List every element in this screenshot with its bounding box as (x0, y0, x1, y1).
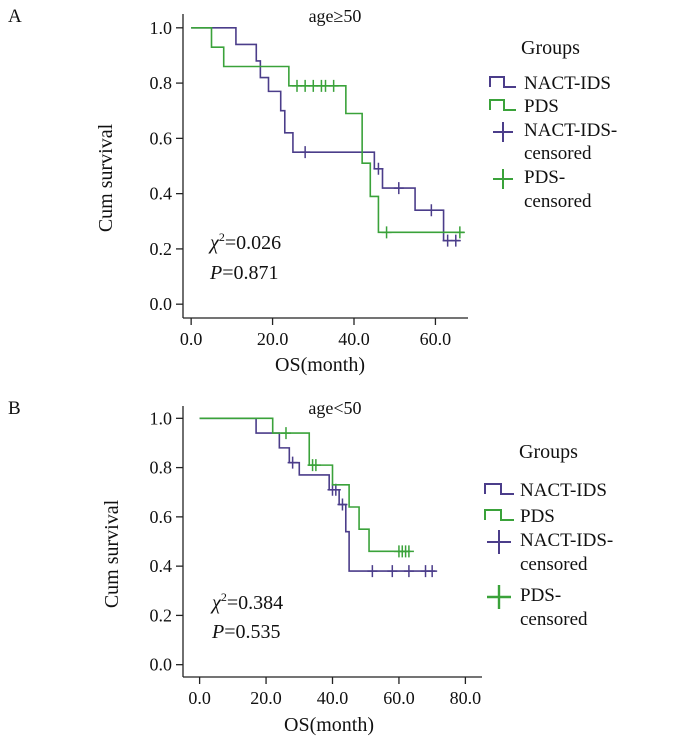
legend-b-nact-censored-swatch (487, 530, 511, 554)
panel-b-x-tick-label: 20.0 (250, 688, 282, 708)
panel-a-x-axis-label: OS(month) (275, 354, 365, 376)
panel-b-x-tick-label: 60.0 (383, 688, 415, 708)
panel-a-pds-censor-mark (381, 226, 392, 239)
panel-a-pds-curve (191, 27, 464, 234)
legend-b-pds-swatch (484, 509, 514, 521)
panel-b-y-tick-label: 0.2 (150, 605, 173, 625)
legend-b-pds-censored-label-2: censored (520, 609, 588, 630)
panel-b-y-tick-label: 0.6 (150, 507, 173, 527)
panel-a-legend-title: Groups (521, 37, 580, 59)
panel-b-x-tick-label: 40.0 (317, 688, 349, 708)
panel-b-x-axis-label: OS(month) (284, 714, 374, 736)
panel-b-ticks: 0.0 0.2 0.4 0.6 0.8 1.0 0.0 20.0 40.0 60.0 80.0 (150, 408, 482, 708)
panel-a-nact-ids-censor-mark (393, 182, 404, 195)
panel-b-legend-title: Groups (519, 441, 578, 463)
panel-a-x-tick-label: 20.0 (257, 329, 289, 349)
legend-a-nact-censored-swatch (493, 122, 513, 142)
panel-a-p-value: P=0.871 (209, 262, 279, 284)
panel-a-ticks: 0.0 0.2 0.4 0.6 0.8 1.0 0.0 20.0 40.0 60.0 (150, 18, 452, 349)
panel-a-y-tick-label: 0.0 (150, 294, 173, 314)
panel-b-legend: Groups NACT-IDS PDS NACT-IDS- censored P… (484, 441, 613, 630)
panel-a-nact-ids-censor-mark (373, 162, 384, 175)
panel-b-curves (199, 417, 438, 578)
panel-b-nact-ids-censor-mark (337, 498, 348, 511)
legend-a-pds-swatch (489, 99, 516, 111)
panel-b-y-tick-label: 0.0 (150, 655, 173, 675)
panel-a-legend: Groups NACT-IDS PDS NACT-IDS- censored P… (489, 37, 617, 212)
legend-b-nact-censored-label-2: censored (520, 554, 588, 575)
panel-b-title: age<50 (308, 398, 361, 418)
panel-b-pds-censor-mark (310, 459, 321, 472)
panel-b-letter: B (8, 398, 21, 419)
panel-a-nact-ids-curve (191, 27, 460, 242)
panel-a-x-tick-label: 0.0 (180, 329, 203, 349)
panel-a-y-tick-label: 0.2 (150, 239, 173, 259)
panel-a-y-axis-label: Cum survival (95, 123, 117, 232)
legend-b-nact-label: NACT-IDS (520, 480, 607, 501)
legend-a-pds-censored-label-1: PDS- (524, 167, 565, 188)
panel-b-pds-censor-mark (280, 427, 291, 440)
panel-b-y-axis-label: Cum survival (101, 499, 123, 608)
panel-a: A age≥50 Cum survival OS(month) 0.00.20.… (8, 6, 617, 376)
panel-b-nact-ids-censor-mark (403, 565, 414, 578)
legend-a-nact-censored-label-2: censored (524, 143, 592, 164)
panel-a-nact-ids-censor-mark (426, 204, 437, 217)
panel-a-title: age≥50 (309, 6, 362, 26)
panel-b-nact-ids-censor-mark (287, 456, 298, 469)
panel-a-y-tick-label: 1.0 (150, 18, 173, 38)
panel-a-axes (182, 14, 468, 319)
legend-a-pds-censored-label-2: censored (524, 191, 592, 212)
panel-a-x-tick-label: 40.0 (338, 329, 370, 349)
panel-a-nact-ids-censor-mark (300, 146, 311, 159)
panel-b-pds-curve (199, 417, 409, 553)
panel-b: B age<50 Cum survival OS(month) 0.00.20.… (8, 398, 613, 736)
panel-a-y-tick-label: 0.8 (150, 73, 173, 93)
panel-b-x-tick-label: 80.0 (450, 688, 482, 708)
panel-b-y-tick-label: 1.0 (150, 408, 173, 428)
panel-a-letter: A (8, 6, 22, 27)
legend-b-pds-censored-swatch (487, 585, 511, 609)
panel-a-pds-censor-mark (328, 79, 339, 92)
legend-a-pds-label: PDS (524, 96, 559, 117)
panel-a-x-tick-label: 60.0 (420, 329, 452, 349)
legend-b-nact-censored-label-1: NACT-IDS- (520, 530, 613, 551)
legend-b-pds-label: PDS (520, 506, 555, 527)
legend-a-pds-censored-swatch (493, 169, 513, 189)
panel-b-nact-ids-censor-mark (387, 565, 398, 578)
legend-a-nact-label: NACT-IDS (524, 73, 611, 94)
legend-a-nact-swatch (489, 76, 516, 88)
panel-b-nact-ids-censor-mark (367, 565, 378, 578)
panel-a-y-tick-label: 0.4 (150, 184, 173, 204)
panel-b-x-tick-label: 0.0 (188, 688, 211, 708)
panel-b-pds-censor-mark (403, 545, 414, 558)
panel-b-p-value: P=0.535 (211, 621, 281, 643)
panel-b-nact-ids-censor-mark (330, 483, 341, 496)
legend-b-nact-swatch (484, 483, 514, 495)
legend-a-nact-censored-label-1: NACT-IDS- (524, 120, 617, 141)
panel-b-chi-square: χ2=0.384 (210, 590, 283, 614)
panel-b-y-tick-label: 0.8 (150, 458, 173, 478)
panel-a-curves (191, 27, 465, 247)
panel-a-y-tick-label: 0.6 (150, 128, 173, 148)
panel-b-nact-ids-curve (199, 417, 436, 572)
panel-b-nact-ids-censor-mark (427, 565, 438, 578)
legend-b-pds-censored-label-1: PDS- (520, 585, 561, 606)
panel-b-y-tick-label: 0.4 (150, 556, 173, 576)
panel-a-nact-ids-censor-mark (450, 234, 461, 247)
panel-a-chi-square: χ2=0.026 (208, 230, 281, 254)
panel-a-pds-censor-mark (454, 226, 465, 239)
